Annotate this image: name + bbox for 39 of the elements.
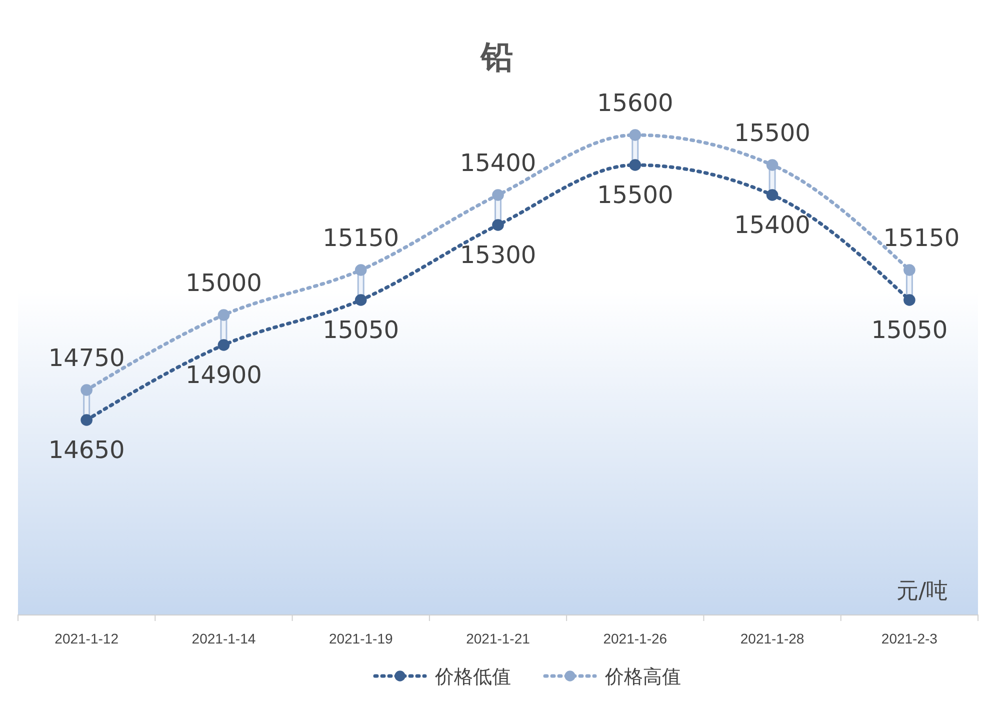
data-label: 15500: [734, 119, 810, 147]
point: [629, 159, 642, 171]
data-label: 15150: [322, 224, 400, 252]
data-label: 14650: [48, 436, 125, 464]
x-tick-label: 2021-1-28: [740, 630, 804, 647]
point: [80, 384, 92, 396]
data-label: 15400: [460, 149, 536, 177]
point: [80, 414, 92, 426]
chart-title: 铅: [479, 38, 513, 76]
data-label: 15600: [596, 89, 674, 117]
point: [629, 129, 642, 141]
point: [354, 264, 367, 276]
data-label: 14750: [48, 344, 125, 372]
x-tick-label: 2021-2-3: [881, 630, 938, 647]
data-label: 15400: [734, 211, 810, 239]
x-tick-label: 2021-1-12: [54, 630, 119, 647]
point: [904, 264, 916, 276]
data-label: 15000: [186, 269, 262, 297]
text: 元/吨: [896, 579, 948, 604]
point: [904, 294, 916, 306]
legend-label: 价格低值: [434, 666, 511, 688]
data-label: 15050: [871, 316, 948, 344]
x-tick-label: 2021-1-21: [466, 630, 530, 647]
point: [218, 339, 230, 351]
point: [766, 159, 778, 171]
point: [218, 309, 230, 321]
point: [766, 189, 778, 201]
point: [492, 219, 504, 231]
x-tick-label: 2021-1-14: [192, 630, 256, 647]
data-label: 15500: [596, 181, 674, 209]
point: [354, 294, 367, 306]
x-tick-label: 2021-1-26: [603, 630, 668, 647]
legend-label: 价格高值: [604, 666, 681, 688]
point: [492, 189, 504, 201]
data-label: 15050: [322, 316, 400, 344]
data-label: 14900: [186, 361, 262, 389]
data-label: 15150: [883, 224, 960, 252]
x-tick-label: 2021-1-19: [328, 630, 393, 647]
data-label: 15300: [460, 241, 536, 269]
